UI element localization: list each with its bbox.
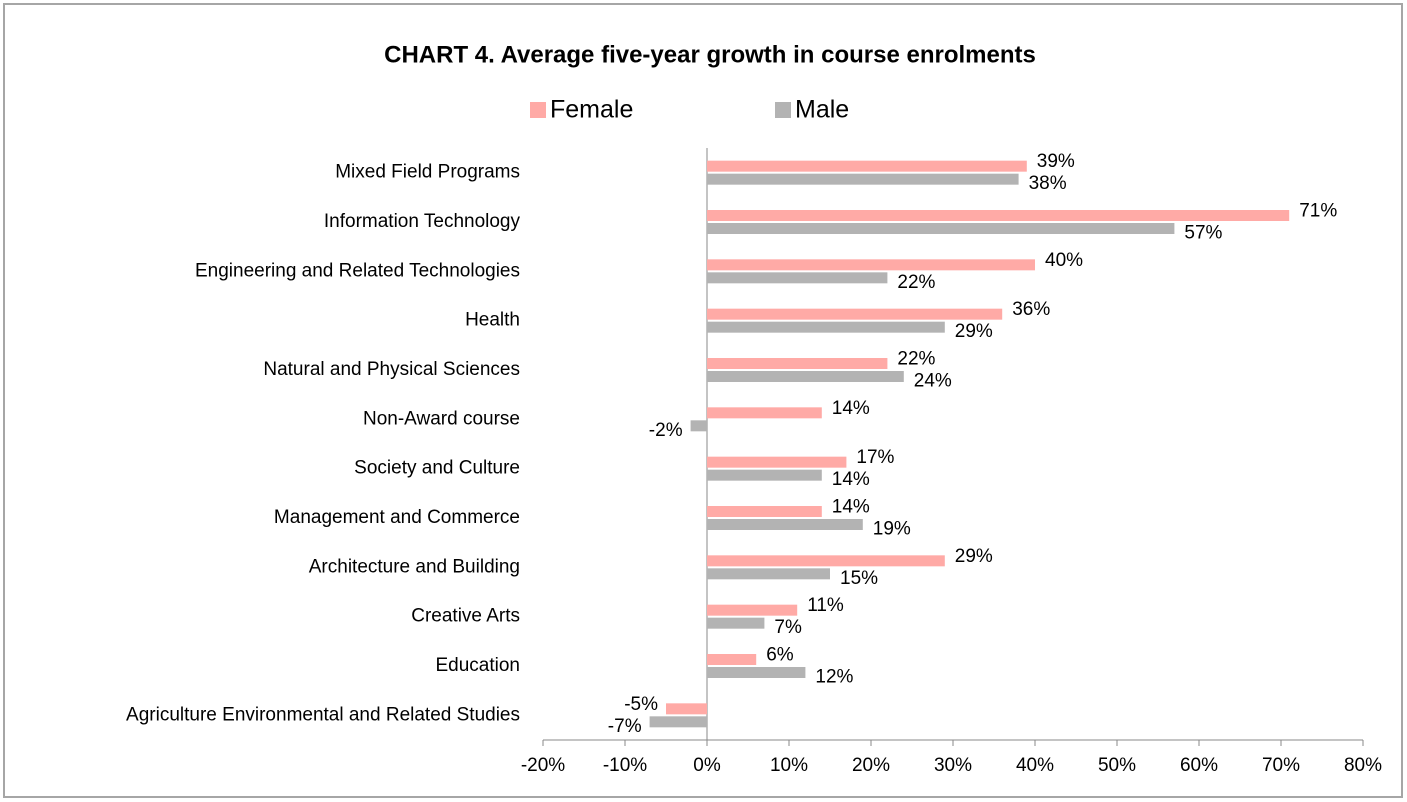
chart-border bbox=[3, 3, 1403, 798]
x-tick-label: 30% bbox=[934, 755, 972, 776]
legend-label: Female bbox=[550, 96, 633, 124]
bar bbox=[707, 272, 888, 284]
bar bbox=[707, 555, 945, 567]
x-tick-label: -20% bbox=[521, 755, 565, 776]
bar bbox=[707, 371, 904, 382]
data-label: 71% bbox=[1299, 201, 1337, 222]
bar bbox=[707, 568, 830, 580]
y-tick-label: Mixed Field Programs bbox=[335, 162, 520, 183]
y-tick-label: Information Technology bbox=[324, 211, 521, 232]
bar bbox=[707, 308, 1003, 320]
x-tick-label: -10% bbox=[603, 755, 647, 776]
data-label: 14% bbox=[832, 469, 870, 490]
y-tick-label: Management and Commerce bbox=[274, 507, 520, 528]
data-label: -7% bbox=[608, 716, 642, 737]
bar bbox=[707, 604, 798, 616]
data-label: 36% bbox=[1012, 299, 1050, 320]
data-label: 38% bbox=[1029, 173, 1067, 194]
x-tick-label: 0% bbox=[693, 755, 721, 776]
legend-swatch bbox=[775, 102, 791, 118]
bar bbox=[707, 210, 1290, 221]
data-label: 57% bbox=[1184, 223, 1222, 244]
bar bbox=[707, 223, 1175, 234]
data-label: -5% bbox=[624, 694, 658, 715]
bar bbox=[707, 407, 822, 419]
data-label: 24% bbox=[914, 371, 952, 392]
y-tick-label: Agriculture Environmental and Related St… bbox=[126, 704, 520, 725]
x-tick-label: 40% bbox=[1016, 755, 1054, 776]
data-label: 17% bbox=[856, 447, 894, 468]
x-tick-label: 60% bbox=[1180, 755, 1218, 776]
y-tick-label: Engineering and Related Technologies bbox=[195, 260, 520, 281]
data-label: 14% bbox=[832, 497, 870, 518]
bar bbox=[707, 358, 888, 369]
bar bbox=[707, 617, 765, 629]
data-label: 22% bbox=[897, 272, 935, 293]
data-label: 14% bbox=[832, 398, 870, 419]
bar bbox=[707, 321, 945, 333]
bar bbox=[707, 506, 822, 517]
legend-swatch bbox=[530, 102, 546, 118]
y-tick-label: Health bbox=[465, 310, 520, 331]
chart-title: CHART 4. Average five-year growth in cou… bbox=[384, 41, 1036, 68]
x-tick-label: 70% bbox=[1262, 755, 1300, 776]
x-tick-label: 10% bbox=[770, 755, 808, 776]
x-tick-label: 80% bbox=[1344, 755, 1382, 776]
data-label: 40% bbox=[1045, 250, 1083, 271]
y-tick-label: Natural and Physical Sciences bbox=[263, 359, 520, 380]
y-tick-label: Society and Culture bbox=[354, 458, 520, 479]
y-tick-label: Architecture and Building bbox=[309, 556, 520, 577]
data-label: -2% bbox=[649, 420, 683, 441]
bar bbox=[666, 703, 707, 715]
bar bbox=[690, 420, 707, 432]
bar bbox=[707, 469, 822, 481]
data-label: 12% bbox=[815, 667, 853, 688]
data-label: 11% bbox=[807, 595, 844, 616]
bar bbox=[707, 259, 1035, 271]
data-label: 6% bbox=[766, 645, 794, 666]
bar bbox=[707, 654, 757, 665]
bar bbox=[649, 716, 707, 728]
y-tick-label: Non-Award course bbox=[363, 408, 520, 429]
bar bbox=[707, 667, 806, 678]
bar bbox=[707, 173, 1019, 185]
data-label: 15% bbox=[840, 568, 878, 589]
bar bbox=[707, 160, 1027, 172]
data-label: 29% bbox=[955, 321, 993, 342]
data-label: 39% bbox=[1037, 151, 1075, 172]
y-tick-label: Education bbox=[435, 655, 520, 676]
legend-label: Male bbox=[795, 96, 849, 124]
bar bbox=[707, 519, 863, 530]
x-tick-label: 50% bbox=[1098, 755, 1136, 776]
x-tick-label: 20% bbox=[852, 755, 890, 776]
data-label: 29% bbox=[955, 546, 993, 567]
bar bbox=[707, 456, 847, 468]
data-label: 19% bbox=[873, 519, 911, 540]
y-tick-label: Creative Arts bbox=[411, 606, 520, 627]
data-label: 22% bbox=[897, 349, 935, 370]
data-label: 7% bbox=[774, 617, 802, 638]
